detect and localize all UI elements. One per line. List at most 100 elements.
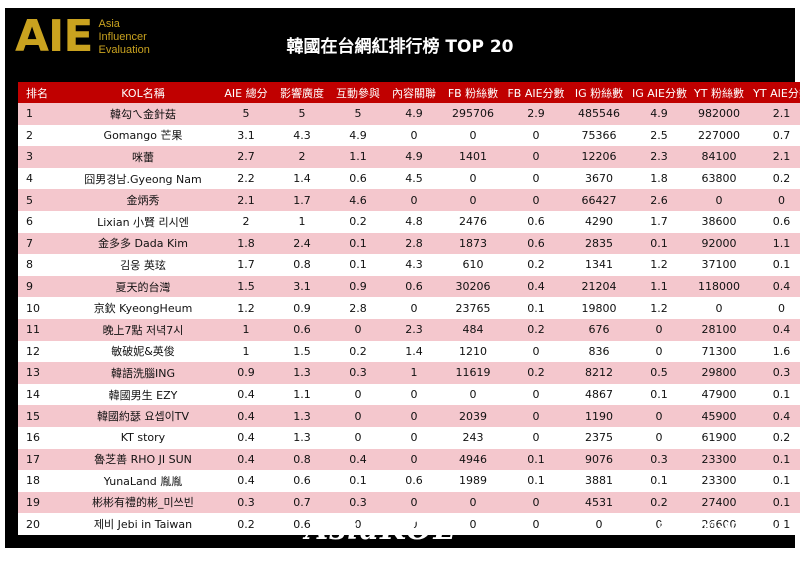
table-cell: 243 (462, 431, 484, 445)
table-cell: 0 (532, 172, 540, 186)
table-cell: 0.1 (527, 301, 545, 315)
table-cell: 485546 (578, 107, 620, 121)
table-cell: 29800 (701, 366, 737, 380)
table-cell: 1 (242, 344, 250, 358)
table-cell: 2 (298, 150, 306, 164)
table-row: 14 韓國男生 EZY 0.4 1.1 0 0 0 0 4867 0.1 47900 0.1 (18, 383, 800, 406)
table-cell: 3670 (585, 172, 613, 186)
table-cell: 0 (410, 388, 418, 402)
table-cell: 0.2 (349, 344, 367, 358)
table-cell: 0.4 (237, 409, 255, 423)
table-cell: 5 (242, 107, 250, 121)
table-cell: 676 (588, 323, 610, 337)
table-cell: 5 (354, 107, 362, 121)
table-cell: 2.6 (650, 193, 668, 207)
table-cell: 1341 (585, 258, 613, 272)
table-cell: 0 (532, 517, 540, 531)
table-cell: 4531 (585, 495, 613, 509)
table-cell: 0.2 (772, 431, 791, 445)
rank-cell: 16 (26, 431, 40, 445)
aie-logo: AIE Asia Influencer Evaluation (15, 14, 150, 60)
table-cell: 11619 (455, 366, 491, 380)
table-cell: 0 (655, 517, 663, 531)
table-cell: 1.7 (293, 193, 311, 207)
table-cell: 0 (469, 388, 477, 402)
kol-name-cell: 제비 Jebi in Taiwan (93, 518, 193, 532)
table-cell: 0.4 (772, 323, 791, 337)
table-cell: 0 (715, 193, 723, 207)
table-cell: 2.9 (527, 107, 545, 121)
table-cell: 1.7 (237, 258, 255, 272)
column-header: 影響廣度 (280, 86, 324, 100)
table-cell: 0 (410, 495, 418, 509)
table-cell: 0 (655, 409, 663, 423)
kol-name-cell: 韓國約瑟 요셉이TV (96, 410, 190, 424)
table-cell: 0 (532, 128, 540, 142)
kol-name-cell: 囧男경남.Gyeong Nam (84, 172, 202, 186)
table-cell: 4.9 (405, 107, 423, 121)
rank-cell: 13 (26, 366, 40, 380)
table-cell: 0.1 (772, 388, 791, 402)
table-cell: 0 (469, 193, 477, 207)
table-cell: 0 (410, 301, 418, 315)
column-header: FB AIE分數 (507, 86, 565, 100)
kol-name-cell: 김웅 英玹 (120, 258, 166, 272)
table-cell: 0 (532, 495, 540, 509)
table-cell: 4.3 (293, 128, 311, 142)
table-cell: 47900 (701, 388, 737, 402)
table-cell: 0.7 (772, 128, 791, 142)
table-cell: 2.4 (293, 236, 311, 250)
rank-cell: 20 (26, 517, 40, 531)
table-cell: 0 (354, 431, 362, 445)
table-cell: 30206 (455, 280, 491, 294)
kol-name-cell: 韓語洗腦ING (111, 366, 175, 380)
table-cell: 0.3 (650, 452, 668, 466)
asiakol-logo: AsiaKOL (305, 512, 456, 547)
table-cell: 1190 (585, 409, 613, 423)
table-cell: 84100 (701, 150, 737, 164)
column-header: YT AIE分數 (753, 86, 800, 100)
rank-cell: 17 (26, 452, 40, 466)
table-cell: 2.3 (650, 150, 668, 164)
table-cell: 0.4 (772, 280, 791, 294)
table-row: 16 KT story 0.4 1.3 0 0 243 0 2375 0 61900 0.2 (18, 426, 800, 449)
table-cell: 1.2 (650, 301, 668, 315)
table-cell: 1.4 (293, 172, 311, 186)
table-row: 18 YunaLand 胤胤 0.4 0.6 0.1 0.6 1989 0.1 3881 0.1 2… (18, 470, 800, 492)
table-cell: 0.1 (772, 495, 791, 509)
table-cell: 1989 (459, 474, 487, 488)
table-cell: 1.8 (650, 172, 668, 186)
table-cell: 66427 (581, 193, 617, 207)
aie-logo-subtitle: Asia Influencer Evaluation (98, 18, 149, 57)
table-cell: 0 (469, 172, 477, 186)
table-cell: 0 (469, 128, 477, 142)
table-cell: 0.2 (772, 172, 791, 186)
rank-cell: 19 (26, 495, 40, 509)
aie-logo-mark: AIE (15, 11, 93, 62)
table-cell: 0 (410, 431, 418, 445)
kol-name-cell: 魯芝善 RHO JI SUN (94, 453, 192, 467)
table-cell: 0.4 (237, 452, 255, 466)
table-cell: 0.2 (527, 258, 545, 272)
logo-sub-line: Evaluation (98, 44, 150, 56)
table-cell: 2.7 (237, 150, 255, 164)
column-header: AIE 總分 (224, 86, 268, 100)
table-cell: 27400 (701, 495, 737, 509)
table-cell: 0.2 (650, 495, 668, 509)
table-cell: 0 (532, 409, 540, 423)
table-cell: 0 (715, 301, 723, 315)
table-cell: 0.6 (527, 215, 545, 229)
table-row: 6 Lixian 小賢 리시엔 2 1 0.2 4.8 2476 0.6 4290 1.7 3860… (18, 210, 800, 233)
table-cell: 0.6 (772, 215, 791, 229)
table-cell: 0.4 (772, 409, 791, 423)
kol-name-cell: Lixian 小賢 리시엔 (97, 215, 189, 229)
table-cell: 0.6 (405, 474, 423, 488)
table-cell: 4.9 (349, 128, 367, 142)
table-cell: 1.1 (650, 280, 668, 294)
table-cell: 0 (410, 517, 418, 531)
table-cell: 23300 (701, 452, 737, 466)
table-cell: 982000 (698, 107, 740, 121)
kol-name-cell: 韓國男生 EZY (108, 388, 178, 402)
page-title: 韓國在台網紅排行榜 TOP 20 (286, 37, 514, 57)
table-cell: 37100 (701, 258, 737, 272)
